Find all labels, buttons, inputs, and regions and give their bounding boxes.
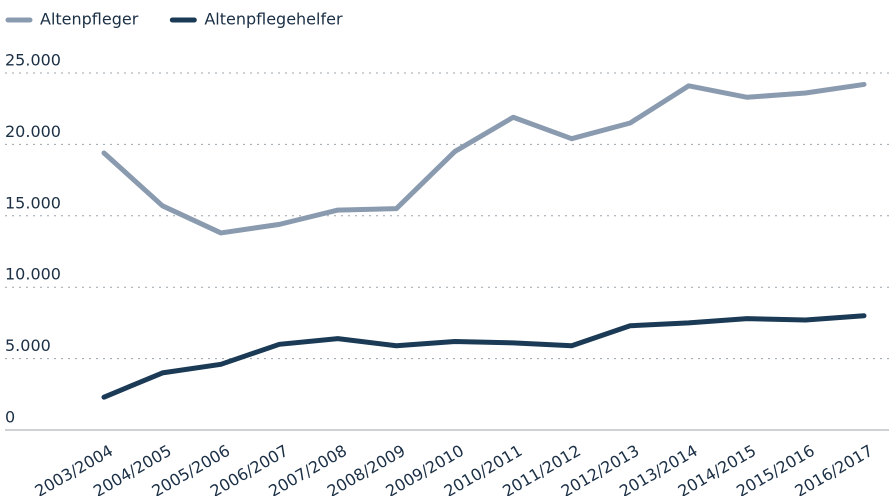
y-tick-label: 20.000 — [5, 122, 61, 141]
y-tick-label: 15.000 — [5, 193, 61, 212]
y-tick-label: 5.000 — [5, 336, 51, 355]
y-tick-label: 0 — [5, 408, 15, 427]
series-line — [101, 81, 867, 236]
y-tick-label: 25.000 — [5, 51, 61, 70]
y-tick-label: 10.000 — [5, 265, 61, 284]
series-line — [101, 313, 867, 400]
legend-label: Altenpfleger — [40, 10, 139, 29]
legend-label: Altenpflegehelfer — [204, 10, 343, 29]
